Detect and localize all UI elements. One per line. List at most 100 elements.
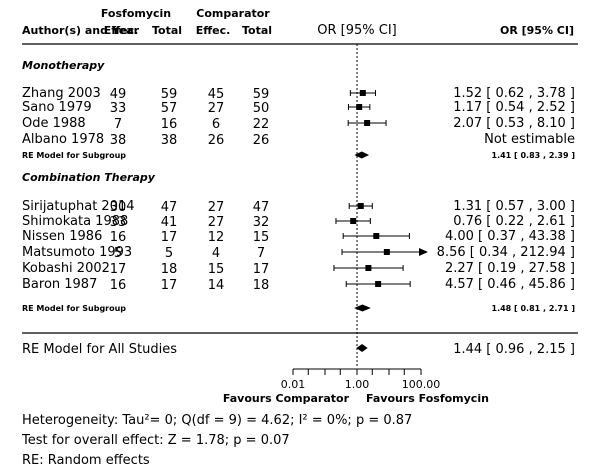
comparator-events: 27: [208, 101, 225, 116]
fosfomycin-total: 18: [161, 262, 178, 277]
comp-effec-header: Effec.: [196, 24, 231, 37]
study-point-estimate: [375, 281, 382, 287]
study-point-estimate: [356, 104, 363, 110]
subgroup-or-ci-text: 1.41 [ 0.83 , 2.39 ]: [492, 151, 576, 160]
study-name: Zhang 2003: [22, 86, 101, 101]
group-fosfomycin-label: Fosfomycin: [101, 7, 171, 20]
study-or-ci-text: 0.76 [ 0.22 , 2.61 ]: [453, 214, 575, 229]
overall-effect-test: Test for overall effect: Z = 1.78; p = 0…: [22, 433, 290, 448]
fosfomycin-events: 16: [110, 230, 127, 245]
study-point-estimate: [383, 249, 390, 255]
fosfomycin-events: 5: [114, 246, 122, 261]
or-column-header-right: OR [95% CI]: [500, 24, 574, 37]
study-name: Shimokata 1988: [22, 214, 128, 229]
study-name: Baron 1987: [22, 277, 97, 292]
study-or-ci-text: 1.31 [ 0.57 , 3.00 ]: [453, 199, 575, 214]
fos-effec-header: Effec.: [104, 24, 139, 37]
comparator-events: 14: [208, 278, 225, 293]
fosfomycin-total: 38: [161, 133, 178, 148]
fosfomycin-total: 5: [165, 246, 173, 261]
study-or-ci-text: Not estimable: [484, 132, 575, 147]
study-point-estimate: [350, 218, 357, 224]
favours-comparator-label: Favours Comparator: [223, 392, 350, 405]
fosfomycin-total: 41: [161, 215, 178, 230]
favours-fosfomycin-label: Favours Fosfomycin: [366, 392, 489, 405]
fosfomycin-total: 17: [161, 230, 178, 245]
fosfomycin-events: 33: [110, 215, 127, 230]
group-comparator-label: Comparator: [196, 7, 270, 20]
study-point-estimate: [359, 90, 366, 96]
random-effects-note: RE: Random effects: [22, 453, 150, 468]
study-or-ci-text: 2.27 [ 0.19 , 27.58 ]: [445, 261, 575, 276]
fosfomycin-events: 38: [110, 133, 127, 148]
fosfomycin-events: 16: [110, 278, 127, 293]
study-point-estimate: [364, 120, 371, 126]
comparator-total: 22: [253, 117, 270, 132]
group-title: Monotherapy: [22, 59, 105, 72]
heterogeneity-stats: Heterogeneity: Tau²= 0; Q(df = 9) = 4.62…: [22, 413, 413, 428]
group-title: Combination Therapy: [22, 171, 156, 184]
subgroup-label: RE Model for Subgroup: [22, 304, 126, 313]
study-or-ci-text: 2.07 [ 0.53 , 8.10 ]: [453, 116, 575, 131]
x-axis-tick-label: 1.00: [345, 378, 370, 391]
fosfomycin-events: 17: [110, 262, 127, 277]
study-or-ci-text: 1.17 [ 0.54 , 2.52 ]: [453, 100, 575, 115]
comparator-total: 47: [253, 200, 270, 215]
comparator-total: 26: [253, 133, 270, 148]
fosfomycin-total: 47: [161, 200, 178, 215]
study-ci-arrow: [419, 248, 428, 256]
study-name: Kobashi 2002: [22, 261, 110, 276]
study-or-ci-text: 4.00 [ 0.37 , 43.38 ]: [445, 229, 575, 244]
study-or-ci-text: 8.56 [ 0.34 , 212.94 ]: [437, 245, 575, 260]
comparator-total: 18: [253, 278, 270, 293]
study-point-estimate: [365, 265, 372, 271]
fosfomycin-events: 7: [114, 117, 122, 132]
comparator-events: 27: [208, 200, 225, 215]
fos-total-header: Total: [152, 24, 182, 37]
overall-diamond: [356, 344, 368, 352]
comp-total-header: Total: [242, 24, 272, 37]
comparator-total: 50: [253, 101, 270, 116]
study-name: Nissen 1986: [22, 229, 102, 244]
overall-or-ci-text: 1.44 [ 0.96 , 2.15 ]: [453, 342, 575, 357]
subgroup-diamond: [354, 304, 371, 312]
comparator-total: 17: [253, 262, 270, 277]
comparator-events: 12: [208, 230, 225, 245]
fosfomycin-total: 59: [161, 87, 178, 102]
fosfomycin-events: 33: [110, 101, 127, 116]
x-axis-tick-label: 100.00: [402, 378, 441, 391]
study-or-ci-text: 1.52 [ 0.62 , 3.78 ]: [453, 86, 575, 101]
fosfomycin-events: 30: [110, 200, 127, 215]
study-point-estimate: [357, 203, 364, 209]
study-name: Matsumoto 1993: [22, 245, 132, 260]
subgroup-diamond: [354, 151, 370, 159]
study-name: Sano 1979: [22, 100, 92, 115]
comparator-events: 27: [208, 215, 225, 230]
comparator-events: 45: [208, 87, 225, 102]
table-header: Fosfomycin Comparator Author(s) and Year…: [22, 7, 574, 37]
fosfomycin-events: 49: [110, 87, 127, 102]
study-name: Ode 1988: [22, 116, 86, 131]
comparator-events: 4: [212, 246, 220, 261]
or-column-header-center: OR [95% CI]: [317, 23, 396, 38]
comparator-events: 15: [208, 262, 225, 277]
fosfomycin-total: 17: [161, 278, 178, 293]
subgroup-or-ci-text: 1.48 [ 0.81 , 2.71 ]: [492, 304, 576, 313]
comparator-events: 26: [208, 133, 225, 148]
subgroup-label: RE Model for Subgroup: [22, 151, 126, 160]
study-name: Sirijatuphat 2014: [22, 199, 135, 214]
study-or-ci-text: 4.57 [ 0.46 , 45.86 ]: [445, 277, 575, 292]
comparator-events: 6: [212, 117, 220, 132]
comparator-total: 7: [257, 246, 265, 261]
comparator-total: 59: [253, 87, 270, 102]
comparator-total: 32: [253, 215, 270, 230]
study-name: Albano 1978: [22, 132, 104, 147]
comparator-total: 15: [253, 230, 270, 245]
fosfomycin-total: 57: [161, 101, 178, 116]
overall-label: RE Model for All Studies: [22, 342, 177, 357]
study-column-header: Author(s) and Year: [22, 24, 140, 37]
x-axis-tick-label: 0.01: [281, 378, 306, 391]
fosfomycin-total: 16: [161, 117, 178, 132]
